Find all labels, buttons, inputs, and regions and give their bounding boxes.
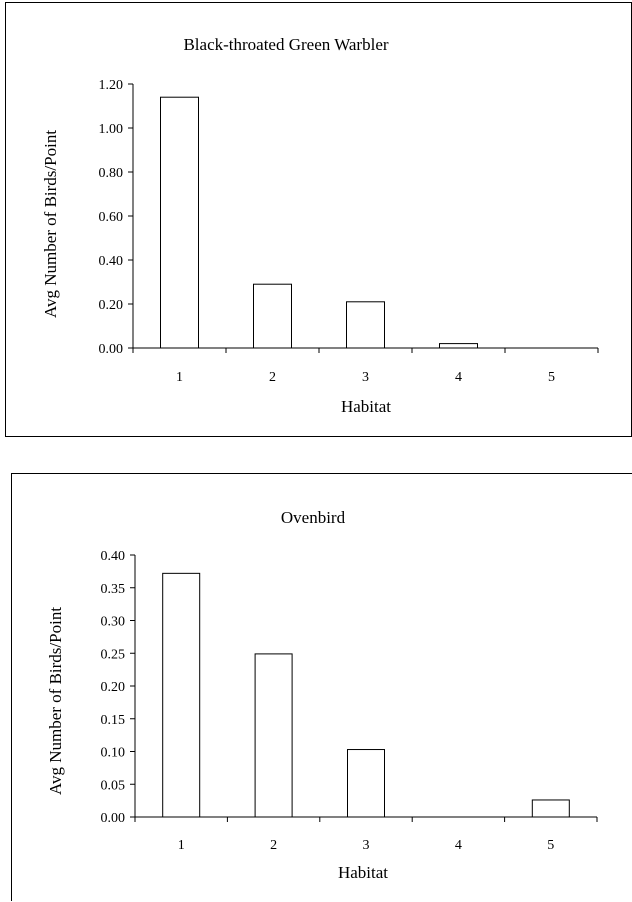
bar-habitat-2 <box>254 653 293 818</box>
y-tick-label: 0.60 <box>99 210 124 225</box>
y-tick-label: 1.20 <box>99 78 124 93</box>
bar-habitat-3 <box>346 301 385 349</box>
y-tick-label: 0.25 <box>101 647 126 662</box>
bar-habitat-5 <box>531 799 570 818</box>
chart-panel-warbler: Black-throated Green Warbler Avg Number … <box>5 2 632 437</box>
chart-panel-ovenbird: Ovenbird Avg Number of Birds/Point Habit… <box>11 473 632 901</box>
y-tick-label: 0.80 <box>99 166 124 181</box>
bar-habitat-4 <box>439 343 478 349</box>
x-tick-label: 3 <box>363 838 370 853</box>
x-tick-label: 1 <box>178 838 185 853</box>
y-tick-label: 0.15 <box>101 713 126 728</box>
x-tick-label: 5 <box>548 370 555 385</box>
x-tick-label: 4 <box>455 838 462 853</box>
x-axis-label: Habitat <box>338 863 388 882</box>
y-tick-label: 0.35 <box>101 582 126 597</box>
y-axis-label: Avg Number of Birds/Point <box>46 607 65 795</box>
x-tick-label: 4 <box>455 370 462 385</box>
y-tick-label: 0.30 <box>101 615 126 630</box>
bar-habitat-1 <box>160 96 199 349</box>
y-tick-label: 0.00 <box>101 811 126 826</box>
y-tick-label: 1.00 <box>99 122 124 137</box>
x-tick-label: 2 <box>270 838 277 853</box>
y-tick-label: 0.20 <box>99 298 124 313</box>
x-tick-label: 1 <box>176 370 183 385</box>
y-tick-label: 0.05 <box>101 778 126 793</box>
y-axis-label: Avg Number of Birds/Point <box>41 130 60 318</box>
y-tick-label: 0.40 <box>101 549 126 564</box>
bar-habitat-3 <box>347 749 385 818</box>
chart-title: Black-throated Green Warbler <box>183 35 388 54</box>
y-tick-label: 0.00 <box>99 342 124 357</box>
y-tick-label: 0.40 <box>99 254 124 269</box>
x-tick-label: 3 <box>362 370 369 385</box>
x-tick-label: 2 <box>269 370 276 385</box>
bar-chart-ovenbird: Ovenbird Avg Number of Birds/Point Habit… <box>46 508 598 882</box>
y-tick-label: 0.20 <box>101 680 126 695</box>
y-tick-label: 0.10 <box>101 746 126 761</box>
bar-habitat-2 <box>253 283 292 349</box>
chart-title: Ovenbird <box>281 508 346 527</box>
bar-habitat-1 <box>162 572 201 818</box>
bar-chart-warbler: Black-throated Green Warbler Avg Number … <box>41 35 599 416</box>
x-tick-label: 5 <box>547 838 554 853</box>
x-axis-label: Habitat <box>341 397 391 416</box>
